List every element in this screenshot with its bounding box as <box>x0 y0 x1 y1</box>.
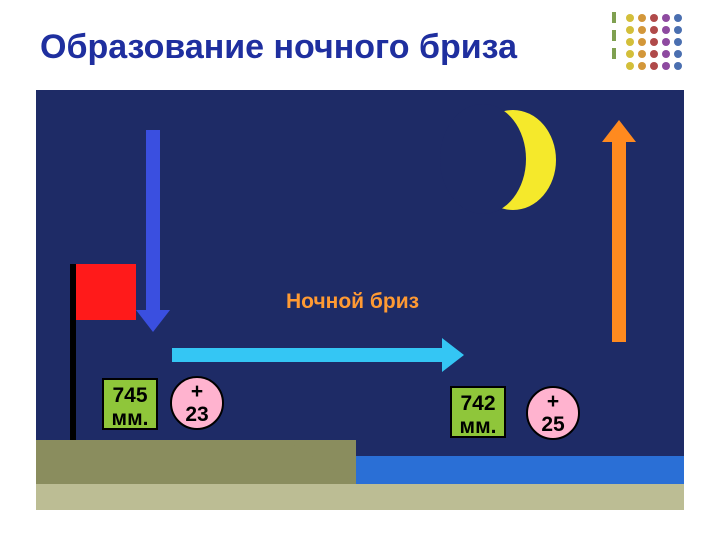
slide-title: Образование ночного бриза <box>40 28 517 67</box>
bar <box>612 48 616 59</box>
bar <box>612 30 616 41</box>
dot <box>662 50 670 58</box>
dot <box>626 14 634 22</box>
slide: Образование ночного бриза Ночной бриз 74… <box>0 0 720 540</box>
dot <box>674 38 682 46</box>
dot <box>662 26 670 34</box>
pressure-value: 742 <box>460 392 495 415</box>
arrow-shaft <box>612 142 626 342</box>
dot <box>662 62 670 70</box>
dot <box>662 14 670 22</box>
dot <box>626 26 634 34</box>
moon-icon <box>470 110 556 210</box>
temp-value: 23 <box>185 403 208 426</box>
temp-left: + 23 <box>170 376 224 430</box>
temp-right: + 25 <box>526 386 580 440</box>
dot <box>650 26 658 34</box>
arrow-warm-air-up <box>602 120 636 340</box>
flag <box>76 264 136 320</box>
water <box>336 456 684 484</box>
dot <box>674 26 682 34</box>
pressure-value: 745 <box>112 384 147 407</box>
dot <box>626 50 634 58</box>
arrow-shaft <box>172 348 442 362</box>
deco-bars <box>612 12 616 59</box>
deco-dots <box>626 14 682 70</box>
dot <box>674 50 682 58</box>
shore-slope <box>286 440 356 484</box>
bar <box>612 12 616 23</box>
dot <box>626 62 634 70</box>
dot <box>674 14 682 22</box>
arrow-shaft <box>146 130 160 310</box>
arrow-head <box>136 310 170 332</box>
pressure-left: 745 мм. <box>102 378 158 430</box>
arrow-head <box>442 338 464 372</box>
dot <box>674 62 682 70</box>
dot <box>650 38 658 46</box>
pressure-unit: мм. <box>112 407 149 430</box>
temp-sign: + <box>191 380 203 403</box>
dot <box>626 38 634 46</box>
dot <box>650 50 658 58</box>
temp-sign: + <box>547 390 559 413</box>
night-breeze-label: Ночной бриз <box>286 290 419 314</box>
dot <box>638 38 646 46</box>
dot <box>638 14 646 22</box>
dot <box>650 14 658 22</box>
arrow-head <box>602 120 636 142</box>
seabed <box>36 484 684 510</box>
arrow-breeze-right <box>172 338 464 372</box>
temp-value: 25 <box>541 413 564 436</box>
dot <box>638 26 646 34</box>
dot <box>650 62 658 70</box>
diagram-stage: Ночной бриз 745 мм. 742 мм. + 23 + 25 <box>36 90 684 510</box>
pressure-right: 742 мм. <box>450 386 506 438</box>
dot <box>638 50 646 58</box>
arrow-cold-air-down <box>136 130 170 330</box>
dot <box>638 62 646 70</box>
dot <box>662 38 670 46</box>
pressure-unit: мм. <box>460 415 497 438</box>
